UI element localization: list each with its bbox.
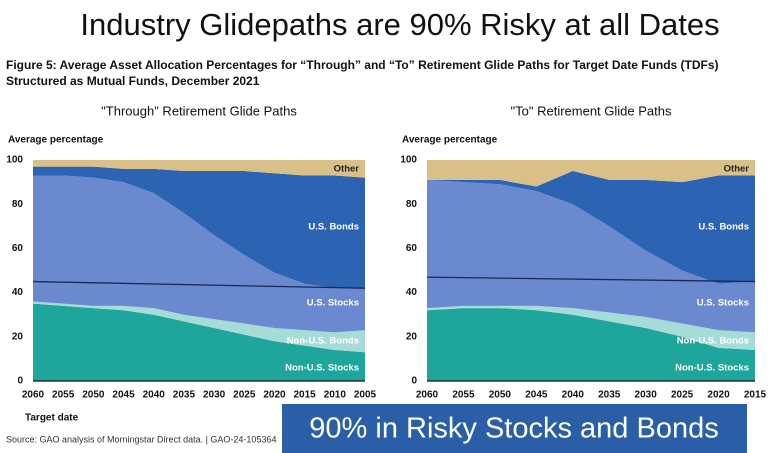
x-tick-label: 2005 [354,390,377,401]
y-tick-label: 0 [411,376,417,387]
x-tick-label: 2040 [562,390,585,401]
x-tick-label: 2025 [233,390,256,401]
x-tick-label: 2030 [635,390,658,401]
series-label: Non-U.S. Bonds [677,336,749,347]
x-tick-label: 2045 [525,390,548,401]
series-label: Non-U.S. Bonds [287,336,359,347]
y-axis-label: Average percentage [402,135,498,146]
callout-text: 90% in Risky Stocks and Bonds [309,413,718,445]
y-tick-label: 100 [400,155,417,166]
x-tick-label: 2035 [173,390,196,401]
y-tick-label: 40 [12,287,24,298]
y-tick-label: 20 [12,331,24,342]
x-tick-label: 2060 [416,390,439,401]
slide-title: Industry Glidepaths are 90% Risky at all… [80,7,719,42]
series-label: Non-U.S. Stocks [675,363,749,374]
y-tick-label: 20 [406,331,418,342]
y-tick-label: 100 [6,155,23,166]
x-axis-label: Target date [25,413,79,424]
x-tick-label: 2060 [22,390,45,401]
area [33,301,365,353]
area [427,160,755,187]
area [33,175,365,333]
x-tick-label: 2015 [294,390,317,401]
series-label: Other [334,164,360,175]
series-label: Other [724,164,750,175]
x-tick-label: 2040 [143,390,166,401]
x-tick-label: 2010 [324,390,347,401]
y-tick-label: 60 [406,243,418,254]
x-tick-label: 2045 [112,390,135,401]
x-tick-label: 2035 [598,390,621,401]
area [33,166,365,289]
x-tick-label: 2055 [52,390,75,401]
area [33,303,365,381]
figure-caption: Structured as Mutual Funds, December 202… [6,74,260,88]
callout-box [282,404,747,453]
overlay-line [32,280,366,289]
area [33,160,365,178]
x-tick-label: 2020 [263,390,286,401]
chart-title: "To" Retirement Glide Paths [511,103,672,118]
x-tick-label: 2025 [671,390,694,401]
y-axis-label: Average percentage [8,135,104,146]
area [427,179,755,333]
y-tick-label: 60 [12,243,24,254]
y-tick-label: 80 [12,199,24,210]
overlay-line [426,276,756,283]
y-tick-label: 80 [406,199,418,210]
x-tick-label: 2055 [452,390,475,401]
x-tick-label: 2020 [707,390,730,401]
x-tick-label: 2030 [203,390,226,401]
source-note: Source: GAO analysis of Morningstar Dire… [6,434,276,444]
x-tick-label: 2050 [82,390,105,401]
area [427,305,755,351]
series-label: U.S. Stocks [307,298,359,309]
series-label: Non-U.S. Stocks [285,363,359,374]
x-tick-label: 2050 [489,390,512,401]
area [427,171,755,284]
figure-caption: Figure 5: Average Asset Allocation Perce… [6,58,719,72]
series-label: U.S. Bonds [698,222,749,233]
series-label: U.S. Stocks [697,298,749,309]
area [427,308,755,381]
x-tick-label: 2015 [744,390,767,401]
series-label: U.S. Bonds [308,222,359,233]
chart-title: "Through" Retirement Glide Paths [101,103,297,118]
y-tick-label: 40 [406,287,418,298]
y-tick-label: 0 [17,376,23,387]
